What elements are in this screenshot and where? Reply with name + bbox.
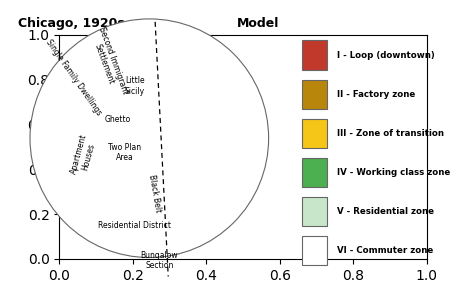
FancyBboxPatch shape bbox=[302, 119, 327, 148]
Text: Model: Model bbox=[237, 17, 279, 31]
Text: Second Immigrant
Settlement: Second Immigrant Settlement bbox=[87, 26, 130, 99]
Text: I - Loop (downtown): I - Loop (downtown) bbox=[337, 51, 435, 60]
Circle shape bbox=[100, 89, 199, 188]
FancyBboxPatch shape bbox=[302, 197, 327, 226]
Circle shape bbox=[30, 19, 269, 258]
Text: Little
Sicily: Little Sicily bbox=[125, 76, 145, 95]
Text: Ghetto: Ghetto bbox=[104, 115, 130, 124]
FancyBboxPatch shape bbox=[302, 158, 327, 187]
Text: Chicago, 1920s: Chicago, 1920s bbox=[18, 17, 125, 31]
Text: Single Family Dwellings: Single Family Dwellings bbox=[44, 38, 103, 117]
Circle shape bbox=[77, 65, 222, 211]
Text: Bungalow
Section: Bungalow Section bbox=[141, 251, 178, 270]
Circle shape bbox=[50, 39, 248, 237]
Text: Two Plan
Area: Two Plan Area bbox=[108, 143, 141, 162]
Text: Apartment
Houses: Apartment Houses bbox=[69, 133, 99, 178]
Text: Residential District: Residential District bbox=[98, 221, 171, 230]
Circle shape bbox=[117, 106, 182, 170]
Text: Black Belt: Black Belt bbox=[147, 174, 163, 213]
Circle shape bbox=[130, 119, 168, 157]
Text: LOOP: LOOP bbox=[138, 132, 166, 141]
Text: II - Factory zone: II - Factory zone bbox=[337, 90, 415, 99]
FancyBboxPatch shape bbox=[302, 236, 327, 265]
FancyBboxPatch shape bbox=[302, 40, 327, 70]
Text: III - Zone of transition: III - Zone of transition bbox=[337, 129, 444, 138]
Text: VI - Commuter zone: VI - Commuter zone bbox=[337, 246, 433, 255]
Text: IV - Working class zone: IV - Working class zone bbox=[337, 168, 450, 177]
FancyBboxPatch shape bbox=[302, 79, 327, 109]
Text: V - Residential zone: V - Residential zone bbox=[337, 207, 434, 216]
